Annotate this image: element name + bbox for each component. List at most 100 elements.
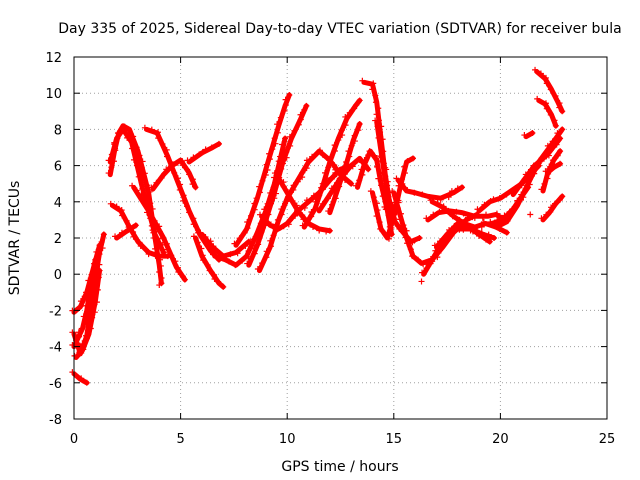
data-point (310, 192, 317, 199)
data-point (163, 240, 170, 247)
data-point (554, 152, 561, 159)
data-point (81, 319, 88, 326)
data-point (158, 275, 165, 282)
data-point (279, 141, 286, 148)
data-point (308, 208, 315, 215)
x-tick-label: 5 (176, 432, 184, 447)
data-point (498, 219, 505, 226)
data-point (71, 352, 78, 359)
data-point (282, 200, 289, 207)
data-point (545, 152, 552, 159)
data-point (174, 175, 181, 182)
data-point (542, 100, 549, 107)
data-point (404, 240, 411, 247)
data-point (361, 156, 368, 163)
data-point (91, 309, 98, 316)
data-point (343, 164, 350, 171)
data-point (256, 183, 263, 190)
data-point (377, 153, 384, 160)
data-point (83, 335, 90, 342)
data-point (385, 193, 392, 200)
data-point (156, 223, 163, 230)
data-point (76, 349, 83, 356)
data-point (265, 211, 272, 218)
series-track-27 (367, 155, 416, 242)
data-point (206, 267, 213, 274)
data-point (385, 230, 392, 237)
data-point (136, 152, 143, 159)
series-track (395, 177, 465, 201)
data-point (247, 255, 254, 262)
data-point (115, 130, 122, 137)
data-point (527, 166, 534, 173)
data-point (409, 155, 416, 162)
data-point (377, 129, 384, 136)
series-track-08 (107, 200, 171, 260)
data-point (183, 203, 190, 210)
data-point (266, 150, 273, 157)
data-point (259, 177, 266, 184)
data-point (112, 145, 119, 152)
data-point (80, 313, 87, 320)
series-track-22 (299, 97, 363, 230)
data-point (100, 231, 107, 238)
x-tick-label: 0 (70, 432, 78, 447)
data-point (503, 229, 510, 236)
series-track (114, 222, 139, 241)
data-point (130, 233, 137, 240)
data-point (316, 227, 323, 234)
data-point (444, 230, 451, 237)
data-point (336, 183, 343, 190)
data-point (547, 86, 554, 93)
data-point (454, 185, 461, 192)
data-point (348, 180, 355, 187)
series-track-44 (542, 160, 564, 176)
data-point (159, 140, 166, 147)
series-track-37 (491, 126, 566, 230)
data-point (133, 187, 140, 194)
data-point (375, 105, 382, 112)
data-point (328, 153, 335, 160)
data-point (163, 146, 170, 153)
data-point (379, 193, 386, 200)
data-point (75, 329, 82, 336)
data-point (508, 189, 515, 196)
data-point (132, 222, 139, 229)
data-point (415, 256, 422, 263)
data-point (236, 235, 243, 242)
data-point (348, 142, 355, 149)
data-point (399, 180, 406, 187)
data-point (346, 153, 353, 160)
data-point (241, 229, 248, 236)
data-point (273, 221, 280, 228)
data-point (423, 265, 430, 272)
data-point (141, 170, 148, 177)
data-point (278, 211, 285, 218)
data-point (294, 178, 301, 185)
data-point (331, 148, 338, 155)
y-tick-label: 4 (54, 196, 62, 211)
data-point (154, 251, 161, 258)
data-point (139, 158, 146, 165)
data-point (495, 213, 502, 220)
data-point (503, 191, 510, 198)
data-point (210, 251, 217, 258)
data-point (282, 135, 289, 142)
series-track-09 (112, 222, 139, 241)
x-tick-label: 20 (492, 432, 509, 447)
data-point (374, 207, 381, 214)
data-point (223, 255, 230, 262)
data-point (270, 232, 277, 239)
data-point (215, 140, 222, 147)
series-track-38 (508, 135, 564, 198)
data-point (278, 206, 285, 213)
series-track-14 (197, 229, 252, 260)
data-point (526, 176, 533, 183)
data-point (111, 139, 118, 146)
data-point (179, 162, 186, 169)
data-point (297, 111, 304, 118)
data-point (280, 183, 287, 190)
data-point (552, 92, 559, 99)
data-point (309, 153, 316, 160)
data-point (544, 175, 551, 182)
